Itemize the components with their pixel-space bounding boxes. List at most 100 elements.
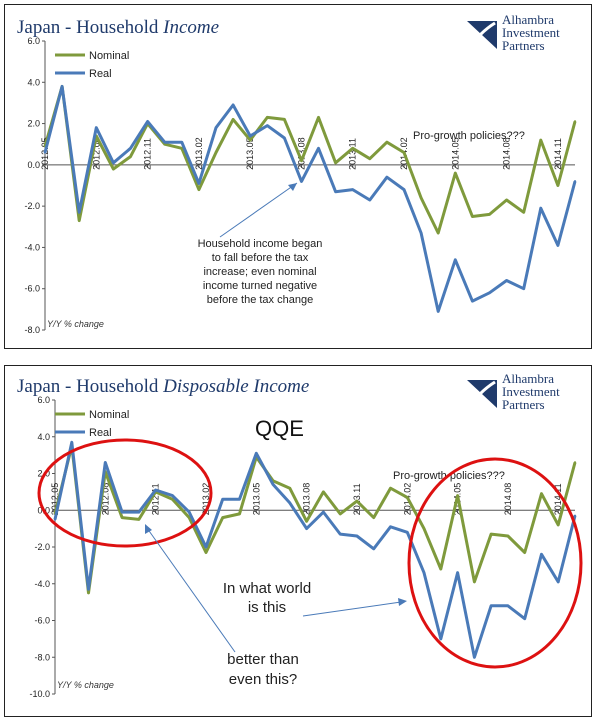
data-point-real (163, 140, 166, 144)
data-point-nominal (402, 151, 406, 154)
y-tick-label: 6.0 (37, 395, 50, 405)
data-point-nominal (266, 116, 269, 119)
data-point-nominal (471, 215, 474, 218)
data-point-nominal (506, 534, 510, 538)
y-tick-label: -4.0 (34, 579, 50, 589)
data-point-real (439, 637, 443, 641)
logo-line-3: Partners (502, 38, 545, 53)
x-tick-label: 2014.08 (503, 483, 513, 516)
data-point-real (77, 211, 81, 214)
data-point-nominal (385, 140, 389, 144)
series-line-nominal (53, 444, 577, 595)
data-point-nominal (522, 211, 525, 214)
data-point-real (70, 441, 73, 444)
data-point-real (112, 161, 115, 164)
y-tick-label: -2.0 (24, 201, 40, 211)
x-tick-label: 2012.08 (100, 483, 110, 516)
income-note-line: increase; even nominal (203, 266, 316, 278)
y-tick-label: 2.0 (27, 119, 40, 129)
data-point-real (385, 176, 389, 179)
data-point-nominal (221, 516, 224, 519)
data-point-nominal (305, 520, 308, 523)
x-tick-label: 2013.11 (352, 483, 362, 515)
data-point-real (305, 527, 308, 530)
chart-title: Japan - Household Income (17, 17, 219, 38)
data-point-nominal (231, 118, 235, 121)
data-point-real (454, 258, 457, 262)
data-point-real (43, 151, 47, 154)
data-point-nominal (419, 196, 423, 200)
data-point-real (351, 188, 354, 191)
data-point-real (372, 547, 375, 551)
data-point-real (271, 483, 275, 486)
data-point-real (419, 231, 423, 235)
data-point-real (355, 534, 359, 538)
income-note-line: Household income began (198, 238, 323, 250)
units-note: Y/Y % change (47, 319, 104, 329)
series-line-real (53, 440, 577, 659)
data-point-nominal (338, 512, 342, 516)
income-note-line: before the tax change (207, 294, 313, 306)
qqe-label: QQE (255, 416, 304, 441)
data-point-real (231, 103, 235, 107)
data-point-nominal (214, 151, 218, 154)
data-point-nominal (523, 551, 526, 554)
income-note-line: to fall before the tax (212, 252, 309, 264)
better-line-1: better than (227, 651, 299, 668)
data-point-real (506, 604, 510, 607)
data-point-real (522, 287, 525, 290)
annotation-arrow (219, 182, 298, 238)
data-point-real (87, 588, 90, 591)
data-point-real (317, 147, 320, 150)
data-point-real (334, 190, 337, 193)
data-point-real (540, 553, 543, 556)
arrow-head-icon (288, 183, 297, 191)
x-tick-label: 2014.08 (502, 137, 512, 170)
x-tick-label: 2014.11 (553, 138, 563, 170)
data-point-real (402, 188, 406, 191)
data-point-real (539, 207, 543, 210)
y-tick-label: -6.0 (34, 616, 50, 626)
data-point-nominal (539, 138, 543, 142)
data-point-real (248, 134, 252, 138)
x-tick-label: 2013.02 (201, 483, 211, 516)
world-line-2: is this (248, 599, 286, 616)
data-point-nominal (389, 487, 392, 490)
data-point-nominal (317, 116, 320, 119)
data-point-real (473, 656, 476, 659)
data-point-real (422, 571, 426, 574)
data-point-real (456, 571, 459, 574)
world-line-1: In what world (223, 580, 311, 597)
data-point-real (95, 126, 98, 129)
data-point-real (505, 279, 508, 282)
data-point-nominal (473, 580, 476, 584)
legend-label-real: Real (89, 68, 112, 80)
data-point-nominal (283, 118, 286, 121)
y-tick-label: -10.0 (29, 689, 50, 699)
logo-line-3: Partners (502, 397, 545, 412)
chart-title: Japan - Household Disposable Income (17, 376, 309, 397)
data-point-real (322, 510, 325, 514)
pro-growth-annotation: Pro-growth policies??? (413, 130, 525, 142)
data-point-nominal (197, 188, 201, 191)
data-point-nominal (248, 138, 252, 142)
data-point-nominal (489, 532, 493, 536)
data-point-nominal (187, 516, 191, 519)
income-note-annotation: Household income began to fall before th… (198, 182, 323, 306)
logo: Alhambra Investment Partners (467, 12, 560, 53)
data-point-nominal (112, 167, 115, 171)
legend: Nominal Real (55, 50, 129, 80)
data-point-real (60, 85, 64, 88)
data-point-real (389, 525, 392, 528)
data-point-real (146, 120, 149, 123)
logo-line-2: Investment (502, 25, 560, 40)
y-tick-label: 6.0 (27, 36, 40, 46)
data-point-nominal (556, 184, 560, 187)
data-point-nominal (488, 213, 491, 216)
logo: Alhambra Investment Partners (467, 371, 560, 412)
x-tick-label: 2013.05 (245, 137, 255, 170)
data-point-nominal (505, 198, 508, 202)
data-point-nominal (437, 231, 440, 235)
data-point-nominal (422, 527, 426, 530)
series-line-real (43, 84, 577, 313)
